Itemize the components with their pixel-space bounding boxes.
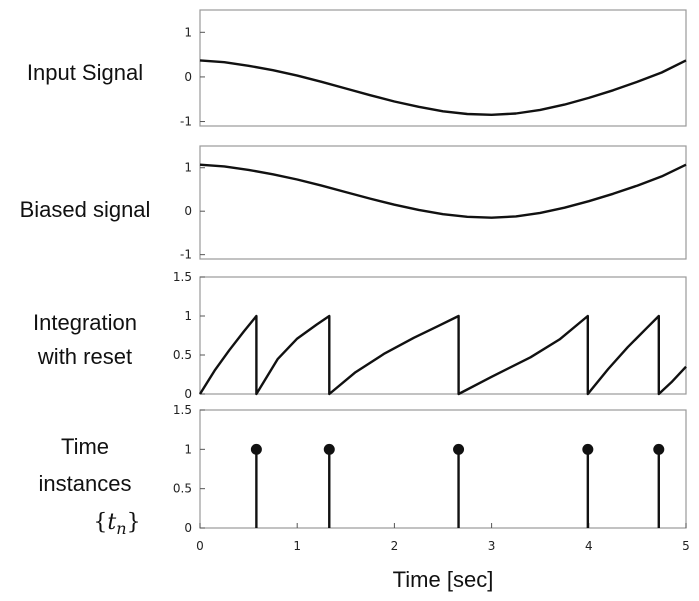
- stem-marker: [453, 443, 465, 455]
- stem-marker: [250, 443, 262, 455]
- y-tick-label: -1: [180, 248, 192, 262]
- math-subscript-n: n: [116, 519, 126, 538]
- panel-1: Input Signal -1 0 1: [27, 9, 687, 129]
- x-tick-label: 3: [488, 539, 496, 553]
- x-tick-label: 0: [196, 539, 204, 553]
- series-line: [199, 163, 687, 219]
- y-axis-label: Biased signal: [20, 197, 151, 222]
- series-line: [199, 59, 687, 116]
- y-tick-label: 0: [184, 521, 192, 535]
- x-tick-label: 5: [682, 539, 690, 553]
- panel-frame: [199, 145, 687, 260]
- panel-frame: [199, 9, 687, 127]
- stem-marker: [582, 443, 594, 455]
- y-tick-label: 0.5: [173, 482, 192, 496]
- y-axis-label: Time: [61, 434, 109, 459]
- y-tick-label: 1.5: [173, 403, 192, 417]
- panel-2: Biased signal -1 0 1: [20, 145, 687, 262]
- y-tick-label: 1: [184, 161, 192, 175]
- y-tick-label: 1: [184, 309, 192, 323]
- math-open-brace: {: [93, 510, 107, 535]
- y-axis-label: with reset: [37, 344, 132, 369]
- panel-frame: [199, 409, 687, 529]
- x-tick-label: 2: [391, 539, 399, 553]
- math-t: t: [107, 510, 116, 535]
- y-tick-label: 0: [184, 387, 192, 401]
- panel-3: Integration with reset 0 0.5 1 1.5: [33, 270, 687, 401]
- stem-marker: [653, 443, 665, 455]
- panel-4: Time instances 0 0.5 1 1.5 0 1 2 3 4 5: [39, 403, 690, 553]
- y-tick-label: 0.5: [173, 348, 192, 362]
- math-close-brace: }: [127, 510, 141, 535]
- y-tick-label: 0: [184, 70, 192, 84]
- stem-marker: [323, 443, 335, 455]
- time-instances-math-label: {tn}: [93, 510, 140, 538]
- x-axis-label: Time [sec]: [393, 567, 494, 592]
- y-tick-label: -1: [180, 115, 192, 129]
- x-tick-label: 1: [293, 539, 301, 553]
- x-tick-label: 4: [585, 539, 593, 553]
- y-tick-label: 0: [184, 204, 192, 218]
- y-tick-label: 1: [184, 442, 192, 456]
- y-tick-label: 1.5: [173, 270, 192, 284]
- series-line: [198, 314, 687, 396]
- y-tick-label: 1: [184, 25, 192, 39]
- panel-frame: [199, 276, 687, 395]
- y-axis-label: Input Signal: [27, 60, 143, 85]
- y-axis-label: instances: [39, 471, 132, 496]
- y-axis-label: Integration: [33, 310, 137, 335]
